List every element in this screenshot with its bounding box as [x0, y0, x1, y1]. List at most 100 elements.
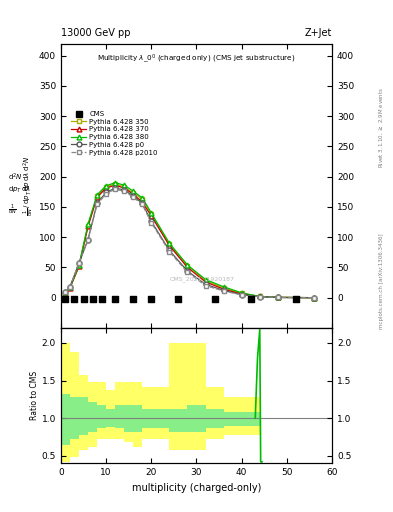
Pythia 6.428 p2010	[221, 288, 226, 294]
Point	[62, 295, 69, 303]
Pythia 6.428 p2010	[95, 201, 99, 207]
Pythia 6.428 380	[68, 284, 72, 290]
Pythia 6.428 p0	[122, 187, 127, 193]
Line: Pythia 6.428 350: Pythia 6.428 350	[63, 181, 316, 300]
Pythia 6.428 380	[275, 294, 280, 301]
Point	[175, 295, 182, 303]
Text: 13000 GeV pp: 13000 GeV pp	[61, 28, 130, 38]
Pythia 6.428 350	[221, 285, 226, 291]
Pythia 6.428 350	[104, 184, 108, 190]
Y-axis label: $\frac{1}{\mathrm{d}N}\,/\,\mathrm{d}p_T\,\mathrm{d}p\,\mathrm{d}\lambda\;\mathr: $\frac{1}{\mathrm{d}N}\,/\,\mathrm{d}p_T…	[22, 155, 36, 216]
Pythia 6.428 p0	[221, 287, 226, 293]
Pythia 6.428 380	[239, 290, 244, 296]
Pythia 6.428 370	[113, 182, 118, 188]
Pythia 6.428 p2010	[131, 194, 136, 200]
Pythia 6.428 p0	[257, 294, 262, 300]
Text: Rivet 3.1.10, $\geq$ 2.9M events: Rivet 3.1.10, $\geq$ 2.9M events	[377, 88, 385, 168]
Pythia 6.428 p0	[104, 189, 108, 196]
Pythia 6.428 350	[77, 263, 81, 269]
Line: Pythia 6.428 370: Pythia 6.428 370	[63, 183, 316, 300]
Legend: CMS, Pythia 6.428 350, Pythia 6.428 370, Pythia 6.428 380, Pythia 6.428 p0, Pyth: CMS, Pythia 6.428 350, Pythia 6.428 370,…	[70, 110, 159, 157]
Pythia 6.428 p0	[185, 268, 190, 274]
Point	[80, 295, 86, 303]
Pythia 6.428 380	[77, 262, 81, 268]
Pythia 6.428 380	[312, 294, 316, 301]
Pythia 6.428 p0	[203, 281, 208, 287]
Pythia 6.428 370	[104, 185, 108, 191]
Pythia 6.428 p0	[275, 294, 280, 301]
Pythia 6.428 370	[86, 223, 90, 229]
Pythia 6.428 p0	[149, 218, 154, 224]
Pythia 6.428 380	[149, 210, 154, 216]
Point	[89, 295, 96, 303]
Pythia 6.428 p2010	[312, 294, 316, 301]
Pythia 6.428 p2010	[185, 269, 190, 275]
Pythia 6.428 p2010	[239, 292, 244, 298]
Pythia 6.428 370	[203, 279, 208, 285]
Pythia 6.428 350	[140, 196, 145, 202]
Pythia 6.428 p2010	[275, 294, 280, 301]
Pythia 6.428 350	[131, 190, 136, 196]
Pythia 6.428 350	[312, 294, 316, 301]
Pythia 6.428 350	[275, 294, 280, 301]
Pythia 6.428 380	[167, 240, 172, 246]
Pythia 6.428 380	[86, 221, 90, 227]
Pythia 6.428 p0	[95, 200, 99, 206]
Pythia 6.428 350	[149, 211, 154, 217]
Pythia 6.428 p2010	[140, 201, 145, 207]
Pythia 6.428 p0	[113, 185, 118, 191]
Pythia 6.428 p0	[77, 260, 81, 266]
Pythia 6.428 p2010	[77, 260, 81, 266]
Pythia 6.428 380	[131, 188, 136, 194]
Pythia 6.428 p0	[312, 294, 316, 301]
Pythia 6.428 370	[149, 213, 154, 219]
Point	[293, 295, 299, 303]
Pythia 6.428 350	[113, 181, 118, 187]
Pythia 6.428 380	[113, 180, 118, 186]
Pythia 6.428 p0	[239, 291, 244, 297]
Pythia 6.428 p0	[167, 247, 172, 253]
Pythia 6.428 350	[63, 290, 68, 296]
Pythia 6.428 370	[63, 290, 68, 296]
Pythia 6.428 p2010	[203, 283, 208, 289]
Pythia 6.428 370	[140, 199, 145, 205]
Pythia 6.428 370	[122, 185, 127, 191]
Pythia 6.428 370	[167, 243, 172, 249]
Line: Pythia 6.428 380: Pythia 6.428 380	[63, 180, 316, 300]
Pythia 6.428 370	[68, 285, 72, 291]
Pythia 6.428 380	[257, 293, 262, 300]
Y-axis label: Ratio to CMS: Ratio to CMS	[30, 371, 39, 420]
Pythia 6.428 380	[95, 191, 99, 198]
Pythia 6.428 p2010	[68, 284, 72, 290]
Pythia 6.428 350	[68, 285, 72, 291]
Text: CMS_2021_I1920187: CMS_2021_I1920187	[169, 276, 234, 283]
Pythia 6.428 380	[185, 262, 190, 268]
Point	[130, 295, 136, 303]
Pythia 6.428 370	[221, 286, 226, 292]
Pythia 6.428 p2010	[63, 289, 68, 295]
Line: Pythia 6.428 p2010: Pythia 6.428 p2010	[63, 187, 316, 300]
Pythia 6.428 p2010	[257, 294, 262, 300]
Pythia 6.428 p2010	[113, 186, 118, 193]
Pythia 6.428 350	[203, 278, 208, 284]
Text: Z+Jet: Z+Jet	[305, 28, 332, 38]
Pythia 6.428 350	[122, 184, 127, 190]
Point	[98, 295, 105, 303]
Pythia 6.428 p0	[63, 289, 68, 295]
Pythia 6.428 p0	[140, 200, 145, 206]
Pythia 6.428 370	[185, 264, 190, 270]
Pythia 6.428 p2010	[104, 190, 108, 197]
Pythia 6.428 380	[104, 183, 108, 189]
Pythia 6.428 380	[203, 276, 208, 283]
Pythia 6.428 350	[95, 193, 99, 199]
Text: Multiplicity $\lambda\_0^0$ (charged only) (CMS jet substructure): Multiplicity $\lambda\_0^0$ (charged onl…	[97, 52, 296, 65]
Pythia 6.428 350	[239, 290, 244, 296]
X-axis label: multiplicity (charged-only): multiplicity (charged-only)	[132, 483, 261, 493]
Pythia 6.428 p2010	[86, 237, 90, 243]
Pythia 6.428 380	[63, 289, 68, 295]
Pythia 6.428 350	[86, 223, 90, 229]
Pythia 6.428 370	[312, 294, 316, 301]
Pythia 6.428 380	[122, 182, 127, 188]
Pythia 6.428 p0	[86, 237, 90, 243]
Pythia 6.428 350	[257, 293, 262, 300]
